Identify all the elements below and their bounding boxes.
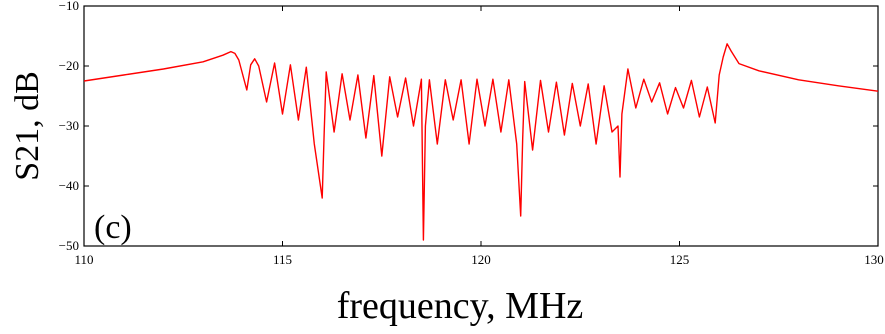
y-tick-label: −50 — [59, 238, 79, 253]
y-tick-label: −10 — [59, 0, 79, 13]
x-tick-label: 130 — [864, 252, 884, 267]
axis-ticks: 110 115 120 125 130 −10 −20 −30 −40 −50 — [59, 0, 884, 267]
x-axis-title: frequency, MHz — [337, 285, 584, 327]
y-axis-title: S21, dB — [9, 71, 46, 181]
series-layer — [83, 43, 879, 241]
plot-frame — [83, 5, 879, 247]
x-tick-label: 120 — [471, 252, 491, 267]
series-line-1 — [83, 43, 879, 241]
x-tick-label: 115 — [273, 252, 292, 267]
x-tick-label: 125 — [670, 252, 690, 267]
y-tick-label: −20 — [59, 58, 79, 73]
y-tick-label: −40 — [59, 178, 79, 193]
panel-label: (c) — [94, 209, 132, 246]
x-tick-label: 110 — [74, 252, 93, 267]
y-tick-label: −30 — [59, 118, 79, 133]
